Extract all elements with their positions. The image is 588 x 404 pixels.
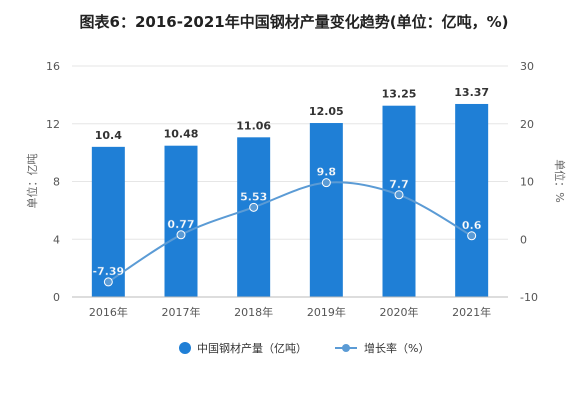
left-tick-label: 8	[53, 176, 60, 189]
bar	[382, 105, 416, 297]
bar-value-label: 13.25	[382, 88, 417, 101]
right-axis-ticks: -10 0 10 20 30	[520, 60, 538, 304]
bar-value-label: 11.06	[236, 119, 271, 132]
legend-bar-swatch	[179, 342, 191, 354]
legend-line-label: 增长率（%）	[364, 341, 429, 355]
legend-line-marker	[342, 344, 350, 352]
growth-point	[321, 178, 331, 188]
bar	[237, 137, 271, 297]
growth-value-label: 9.8	[317, 166, 337, 179]
growth-point	[467, 231, 477, 241]
growth-point	[103, 277, 113, 287]
x-tick-label: 2018年	[234, 305, 273, 319]
growth-value-label: 7.7	[389, 178, 409, 191]
x-tick-label: 2016年	[89, 305, 128, 319]
legend-bar-label: 中国钢材产量（亿吨）	[197, 341, 307, 355]
right-tick-label: 30	[520, 60, 534, 73]
bar	[455, 103, 489, 297]
right-tick-label: 0	[520, 233, 527, 246]
right-tick-label: -10	[520, 291, 538, 304]
growth-rate-points	[103, 178, 477, 287]
bar-series	[91, 103, 489, 297]
bar-value-labels: 10.4 10.48 11.06 12.05 13.25 13.37	[95, 86, 489, 142]
growth-value-label: -7.39	[92, 265, 124, 278]
growth-value-label: 5.53	[240, 190, 267, 203]
right-axis-label: 单位：%	[553, 159, 567, 202]
legend: 中国钢材产量（亿吨） 增长率（%）	[179, 341, 429, 355]
bar-value-label: 12.05	[309, 105, 344, 118]
bar-value-label: 10.48	[164, 128, 199, 141]
right-tick-label: 20	[520, 118, 534, 131]
chart-title: 图表6：2016-2021年中国钢材产量变化趋势(单位：亿吨，%)	[80, 13, 509, 31]
bar-value-label: 13.37	[454, 86, 489, 99]
growth-point	[176, 230, 186, 240]
left-axis-label: 单位：亿吨	[25, 154, 39, 209]
x-axis-ticks: 2016年 2017年 2018年 2019年 2020年 2021年	[89, 305, 491, 319]
growth-rate-line	[107, 181, 473, 283]
left-tick-label: 12	[46, 118, 60, 131]
x-tick-label: 2017年	[162, 305, 201, 319]
growth-value-label: 0.6	[462, 219, 482, 232]
left-tick-label: 0	[53, 291, 60, 304]
bar	[91, 146, 125, 297]
growth-rate-labels: -7.39 0.77 5.53 9.8 7.7 0.6	[92, 165, 482, 278]
growth-value-label: 0.77	[167, 218, 194, 231]
x-tick-label: 2020年	[380, 305, 419, 319]
x-tick-label: 2021年	[452, 305, 491, 319]
left-tick-label: 16	[46, 60, 60, 73]
bar-value-label: 10.4	[95, 129, 122, 142]
growth-point	[249, 202, 259, 212]
left-axis-ticks: 0 4 8 12 16	[46, 60, 60, 304]
left-tick-label: 4	[53, 233, 60, 246]
growth-point	[394, 190, 404, 200]
bar	[309, 123, 343, 297]
right-tick-label: 10	[520, 176, 534, 189]
x-tick-label: 2019年	[307, 305, 346, 319]
bar	[164, 145, 198, 297]
